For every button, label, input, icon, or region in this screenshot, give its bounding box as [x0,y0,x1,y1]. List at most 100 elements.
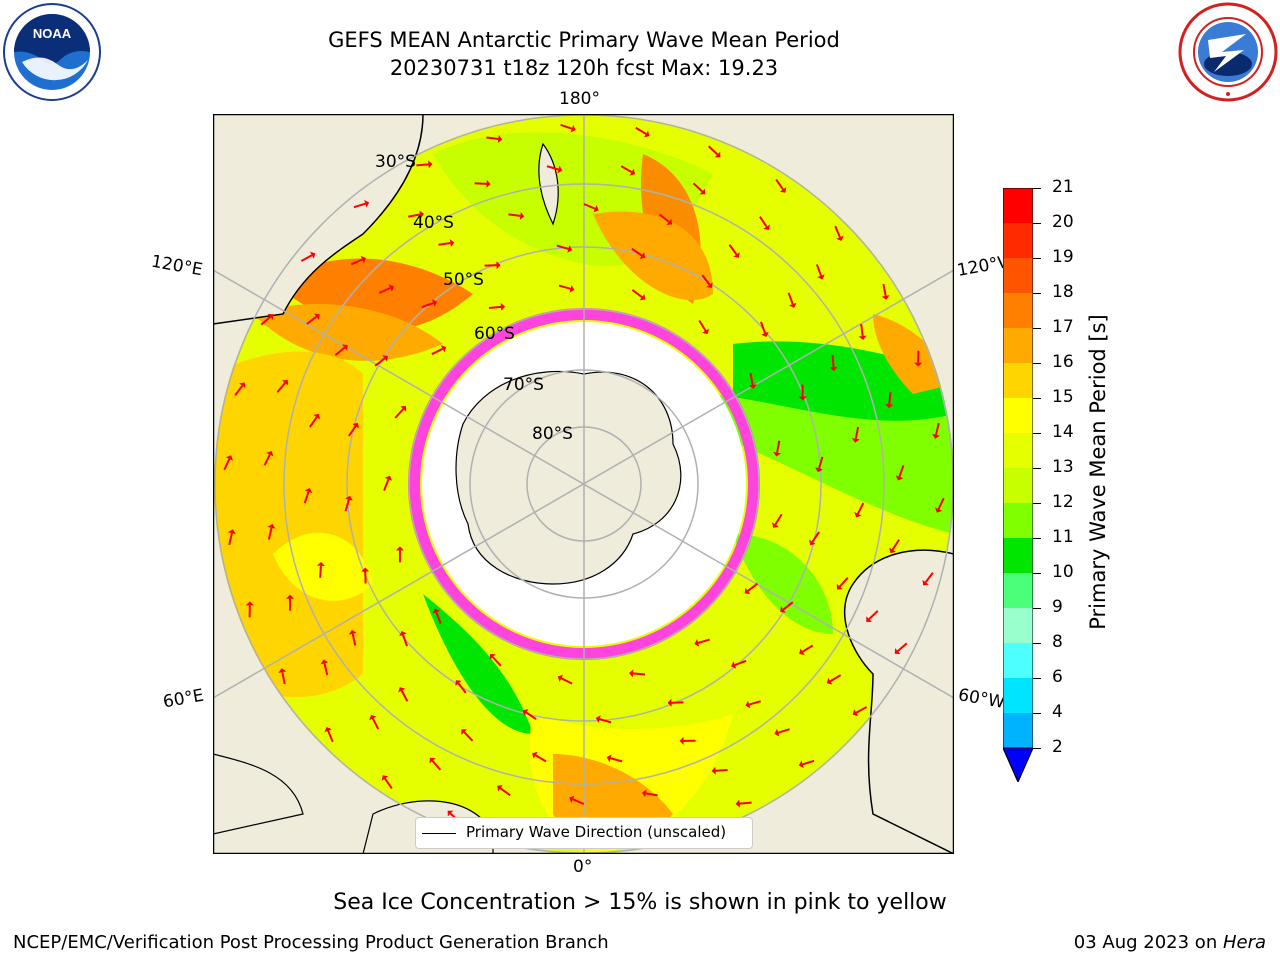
wave-arrow-head [895,475,904,481]
wave-arrow-head [714,151,721,158]
wave-arrow-shaft [749,373,754,386]
colorbar-segment [1003,468,1033,504]
colorbar-segment [1003,608,1033,644]
wave-arrow-head [267,313,274,320]
wave-arrow-head [866,616,872,622]
wave-arrow-shaft [599,718,612,724]
wave-arrow-head [245,601,254,606]
wave-arrow-head [780,606,786,613]
wave-arrow-head [641,789,647,798]
wave-arrow-head [496,261,501,270]
colorbar-tick-label: 13 [1052,457,1074,477]
wave-arrow-shaft [776,440,781,453]
wave-arrow-shaft [223,458,231,471]
wave-arrow-shaft [748,700,762,706]
wave-arrow-head [316,561,325,567]
wave-arrow-head [885,403,894,409]
wave-arrow-shaft [334,346,346,356]
wave-arrow-shaft [344,499,350,512]
footer-producer: NCEP/EMC/Verification Post Processing Pr… [13,932,609,953]
wave-arrow-head [798,760,804,769]
colorbar-segment [1003,538,1033,574]
lat-label-40S: 40°S [413,213,454,233]
wave-arrow-shaft [610,757,623,763]
wave-arrow-head [364,199,370,208]
wave-arrow-head [761,331,769,337]
footer-date: 03 Aug 2023 on Hera [1074,932,1266,953]
wave-arrow-shaft [811,531,820,543]
wave-arrow-shaft [260,316,271,326]
wave-arrow-shaft [701,274,711,286]
wave-arrow-head [815,467,823,473]
wave-arrow-shaft [303,491,310,504]
wave-arrow-head [774,728,780,737]
lon-label-120E: 120°E [149,251,205,281]
wave-arrow-shaft [620,165,633,173]
colorbar-tick-label: 16 [1052,352,1074,372]
colorbar-tick-mark [1033,328,1041,329]
wave-arrow-shaft [488,305,502,309]
wave-arrow-head [455,680,462,686]
wave-arrow-shaft [371,717,380,730]
colorbar-label: Primary Wave Mean Period [s] [1086,314,1110,630]
chart-subtitle: 20230731 t18z 120h fcst Max: 19.23 [389,56,779,80]
wave-arrow-shaft [431,347,444,356]
wave-arrow-head [447,810,454,817]
australia-land [212,113,424,325]
wave-arrow-shaft [888,392,892,405]
wave-arrow-shaft [897,642,908,652]
wave-arrow-head [679,736,684,745]
wave-arrow-head [369,714,377,721]
wave-arrow-shaft [898,465,905,478]
wave-arrow-head [932,433,940,439]
wave-arrow-head [858,335,867,340]
wave-arrow-head [667,698,672,707]
lon-label-0: 0° [573,857,593,877]
wave-arrow-shaft [560,677,573,685]
wave-arrow-shaft [658,213,670,223]
wave-arrow-head [532,751,538,759]
wave-arrow-head [428,160,433,169]
wave-arrow-shaft [632,672,646,676]
wave-arrow-shaft [384,777,393,789]
wave-arrow-head [593,204,599,213]
wave-arrow-shaft [348,425,357,437]
wave-arrow-head [629,669,634,678]
wave-arrow-head [486,179,491,188]
wave-arrow-head [449,239,455,247]
wave-arrow-head [267,523,276,529]
wave-arrow-head [557,165,563,174]
wave-arrow-head [500,302,505,311]
colorbar-tick-label: 15 [1052,387,1074,407]
wave-arrow-head [744,587,751,595]
colorbar-segment [1003,503,1033,539]
colorbar-segment [1003,188,1033,224]
wave-arrow-shaft [787,292,794,305]
wave-arrow-head [497,135,503,143]
colorbar-tick-mark [1033,433,1041,434]
wave-arrow-shaft [708,145,719,156]
wave-arrow-shaft [715,768,728,772]
colorbar-segment [1003,328,1033,364]
colorbar-tick-mark [1033,293,1041,294]
wave-arrow-head [388,284,394,292]
longitude-lines [212,114,955,854]
wave-arrow-head [694,639,700,647]
noaa-logo-text: NOAA [33,26,72,41]
wave-arrow-shaft [802,759,815,766]
wave-arrow-head [342,344,348,351]
wave-arrow-shaft [499,787,511,797]
wave-arrow-head [748,384,757,389]
wave-arrow-shaft [323,663,329,676]
wave-arrow-shaft [474,182,487,185]
wave-arrow-head [829,366,838,372]
wave-arrow-head [400,406,407,412]
colorbar-segment [1003,398,1033,434]
wave-arrow-head [894,648,901,655]
colorbar-segment [1003,293,1033,329]
colorbar-tick-mark [1033,258,1041,259]
wave-arrow-shaft [276,382,286,393]
map-legend: Primary Wave Direction (unscaled) [415,817,753,849]
africa-land [212,753,304,835]
wave-arrow-head [384,475,393,481]
